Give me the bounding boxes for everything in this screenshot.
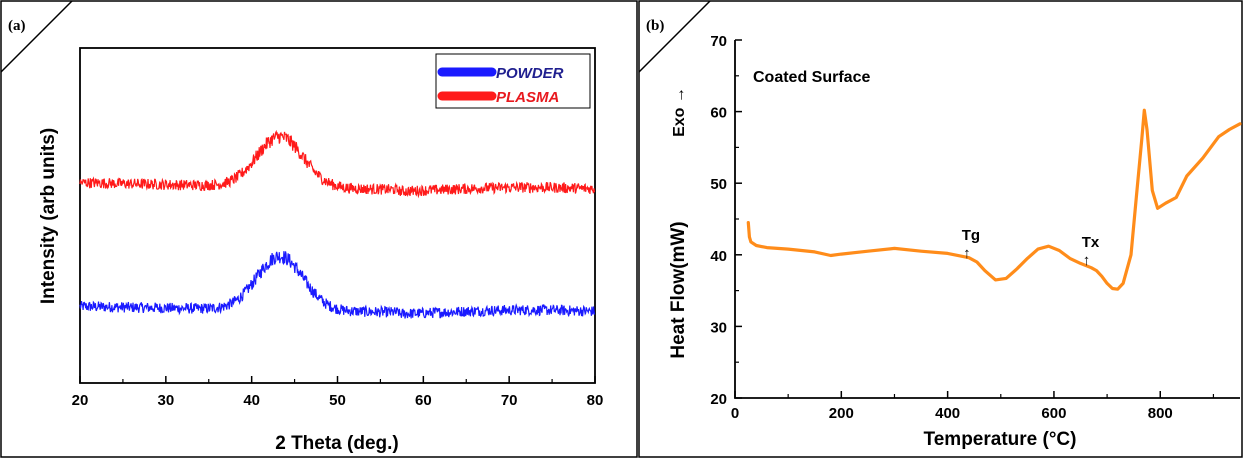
legend-label-plasma: PLASMA [496, 89, 559, 106]
x-tick-label: 30 [157, 392, 174, 409]
chart-a-y-axis-title: Intensity (arb units) [38, 128, 59, 304]
plot-b-axes [734, 40, 1240, 399]
y-tick-label: 70 [710, 33, 727, 50]
y-tick-label: 60 [710, 105, 727, 122]
chart-a-series [79, 129, 596, 319]
chart-b-exo-label: Exo → [671, 87, 688, 137]
annotation-tg: Tg [962, 227, 980, 244]
y-tick-label: 20 [710, 391, 727, 408]
panel-a-label: (a) [8, 18, 26, 34]
x-tick-label: 60 [415, 392, 432, 409]
y-tick-label: 40 [710, 248, 727, 265]
x-tick-label: 0 [731, 405, 739, 422]
x-tick-label: 70 [501, 392, 518, 409]
annotation-tx: Tx [1082, 234, 1100, 251]
annotation-arrow: ↑ [963, 245, 971, 262]
series-powder-line [79, 251, 596, 319]
chart-b-series [746, 108, 1242, 291]
y-tick-label: 50 [710, 176, 727, 193]
x-tick-label: 80 [587, 392, 604, 409]
panel-a-corner [0, 0, 73, 73]
chart-a-x-axis-title: 2 Theta (deg.) [275, 433, 399, 454]
x-tick-label: 40 [243, 392, 260, 409]
annotation-arrow: ↑ [1083, 252, 1091, 269]
panel-b-label: (b) [646, 18, 664, 34]
x-tick-label: 800 [1148, 405, 1173, 422]
legend-label-powder: POWDER [496, 65, 564, 82]
x-tick-label: 20 [72, 392, 89, 409]
panel-a-frame [0, 0, 638, 458]
chart-b-x-ticks: 0 200 400 600 800 [731, 391, 1215, 422]
x-tick-label: 400 [935, 405, 960, 422]
series-plasma-line [79, 129, 596, 199]
panel-b-frame [638, 0, 1243, 458]
x-tick-label: 600 [1041, 405, 1066, 422]
chart-a-legend: POWDER PLASMA [435, 53, 591, 109]
chart-a-x-ticks: 20 30 40 50 60 70 80 [72, 376, 604, 409]
x-tick-label: 50 [329, 392, 346, 409]
chart-b-annotations: ↑Tg↑Tx [962, 227, 1100, 269]
x-tick-label: 200 [829, 405, 854, 422]
chart-b-y-axis-title: Heat Flow(mW) [668, 221, 689, 358]
chart-b-title: Coated Surface [753, 69, 870, 86]
panel-b-corner [638, 0, 711, 73]
y-tick-label: 30 [710, 319, 727, 336]
dsc-curve [746, 108, 1242, 291]
chart-b-y-ticks: 20 30 40 50 60 70 [710, 33, 742, 408]
chart-b-x-axis-title: Temperature (°C) [924, 429, 1077, 450]
chart-a: 20 30 40 50 60 70 80 2 Theta (deg.) Intensity … [38, 47, 604, 454]
